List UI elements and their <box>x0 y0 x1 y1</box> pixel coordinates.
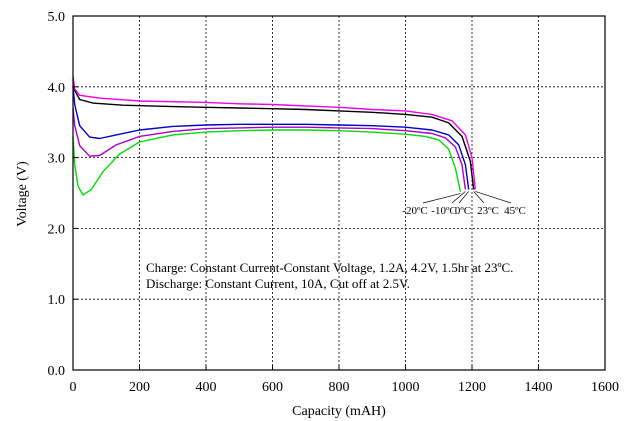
curve-leader-3 <box>473 191 485 204</box>
x-tick-label: 1200 <box>458 380 486 395</box>
series-line-1 <box>72 107 467 190</box>
y-tick-label: 5.0 <box>48 10 66 25</box>
curve-label-2: 0ºC <box>455 205 471 217</box>
y-tick-label: 1.0 <box>48 293 66 308</box>
curve-leader-2 <box>458 191 469 204</box>
y-tick-label: 4.0 <box>48 81 66 96</box>
curve-label-1: -10ºC <box>431 205 456 217</box>
x-tick-label: 200 <box>129 380 150 395</box>
curve-leader-0 <box>422 193 461 204</box>
y-tick-label: 2.0 <box>48 222 66 237</box>
annotation-discharge: Discharge: Constant Current, 10A, Cut of… <box>146 276 410 291</box>
x-tick-label: 1400 <box>525 380 553 395</box>
y-tick-label: 0.0 <box>48 364 66 379</box>
series-group <box>72 76 476 196</box>
y-tick-label: 3.0 <box>48 152 66 167</box>
curve-label-4: 45ºC <box>504 205 526 217</box>
x-tick-label: 0 <box>70 380 77 395</box>
curve-leader-4 <box>475 191 512 204</box>
curve-label-0: -20ºC <box>402 205 427 217</box>
series-line-3 <box>72 79 475 190</box>
x-axis-label: Capacity (mAH) <box>292 404 386 419</box>
series-line-2 <box>72 86 470 190</box>
curve-label-3: 23ºC <box>477 205 499 217</box>
series-line-4 <box>72 76 476 190</box>
x-tick-label: 1000 <box>392 380 420 395</box>
annotation-charge: Charge: Constant Current-Constant Voltag… <box>146 260 513 275</box>
grid <box>73 16 605 370</box>
x-tick-label: 400 <box>196 380 217 395</box>
x-tick-label: 600 <box>262 380 283 395</box>
y-axis-label: Voltage (V) <box>15 161 30 227</box>
x-tick-label: 800 <box>329 380 350 395</box>
x-tick-label: 1600 <box>591 380 619 395</box>
curve-leader-1 <box>451 191 466 204</box>
tick-labels: 0 200 400 600 800 1000 1200 1400 1600 0.0 1.0 2.0 3.… <box>48 10 620 395</box>
series-line-0 <box>72 129 462 196</box>
